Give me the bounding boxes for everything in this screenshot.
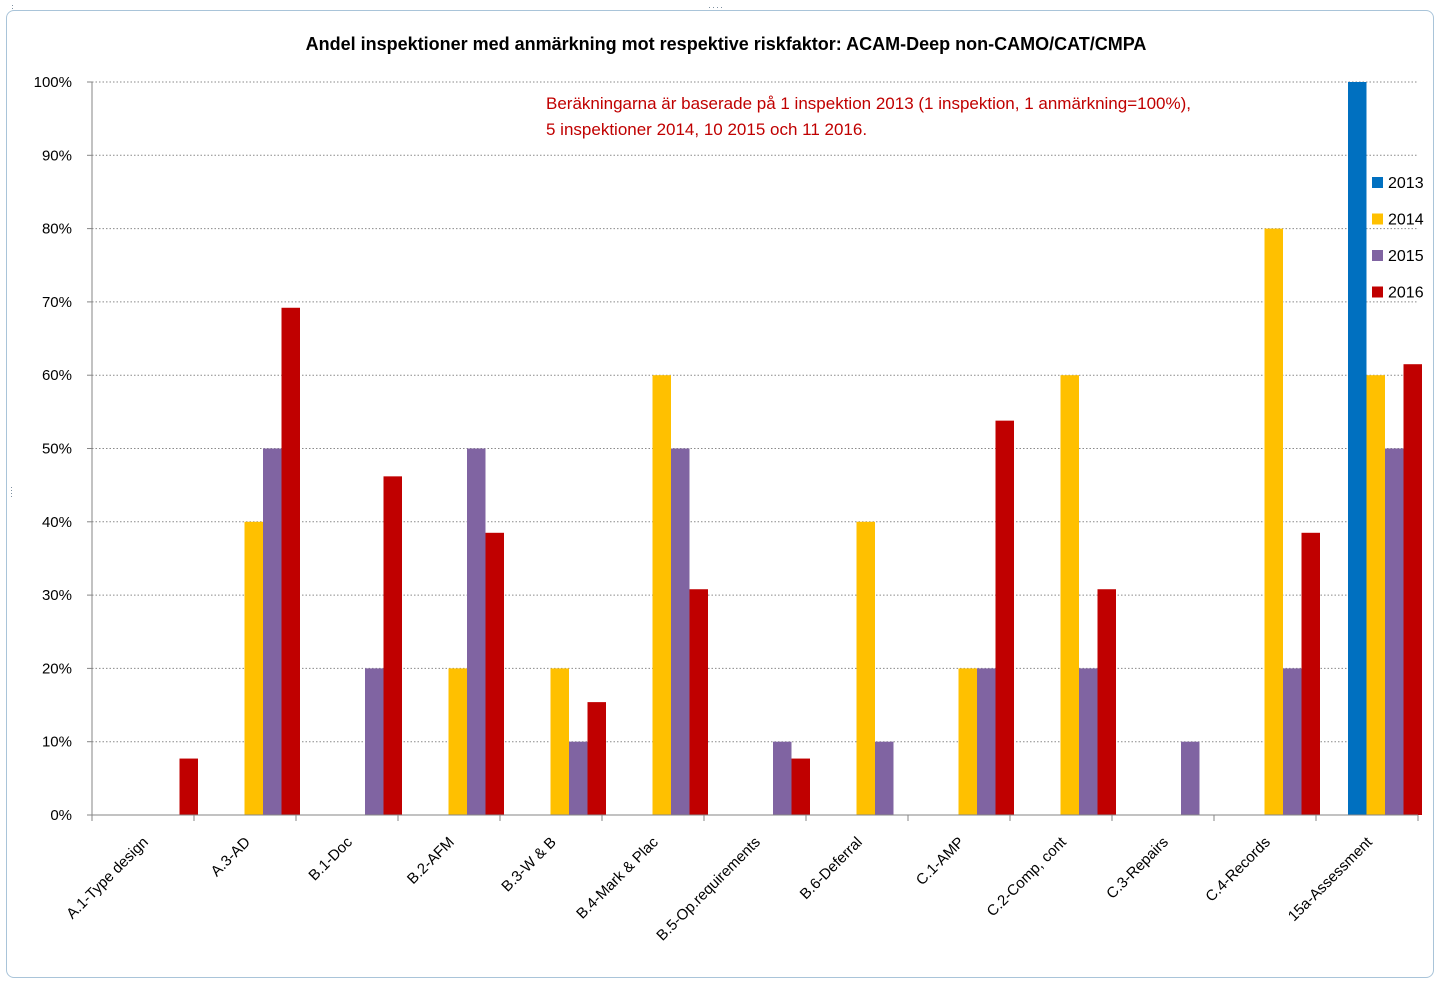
y-tick-label: 10% [42, 734, 72, 751]
legend-swatch-2014 [1372, 213, 1383, 225]
bar-2014 [1264, 228, 1283, 816]
x-category-label: C.3-Repairs [1103, 834, 1172, 903]
bar-2016 [689, 589, 708, 815]
y-tick-label: 0% [50, 807, 72, 824]
bar-2015 [1283, 668, 1302, 815]
y-axis: 0% 10% 20% 30% 40% 50% 60% 70% 80% 90% 100% [34, 74, 93, 824]
bar-2016 [995, 420, 1014, 815]
bar-2015 [569, 741, 588, 815]
x-category-label: B.6-Deferral [797, 834, 866, 903]
y-tick-label: 50% [42, 441, 72, 458]
bar-2016 [1403, 364, 1422, 815]
bar-2015 [875, 741, 894, 815]
bar-2015 [263, 448, 282, 815]
legend-swatch-2015 [1372, 250, 1383, 261]
bar-2014 [1366, 375, 1385, 815]
bar-2016 [1301, 532, 1320, 815]
bar-2014 [1060, 375, 1079, 815]
legend-swatch-2013 [1372, 177, 1383, 188]
bar-2016 [281, 307, 300, 815]
resize-handle-top[interactable]: ···· [708, 2, 724, 12]
bar-2014 [550, 668, 569, 815]
x-category-label: C.2-Comp, cont [984, 833, 1071, 920]
chart-frame [6, 10, 1434, 978]
x-category-label: C.4-Records [1202, 834, 1274, 906]
legend-label-2015: 2015 [1388, 248, 1424, 265]
resize-handle-left[interactable]: · · · · [10, 482, 13, 501]
y-tick-label: 30% [42, 587, 72, 604]
y-tick-label: 20% [42, 660, 72, 677]
bar-2014 [448, 668, 467, 815]
bar-2015 [365, 668, 384, 815]
bar-2015 [773, 741, 792, 815]
annotation-line-1: Beräkningarna är baserade på 1 inspektio… [546, 94, 1191, 113]
gridlines [92, 81, 1418, 743]
bar-2015 [1385, 448, 1404, 815]
bar-2016 [1097, 589, 1116, 815]
annotation-line-2: 5 inspektioner 2014, 10 2015 och 11 2016… [546, 120, 867, 139]
bar-2015 [467, 448, 486, 815]
bar-2014 [652, 375, 671, 815]
bar-2014 [244, 521, 263, 815]
legend-label-2014: 2014 [1388, 212, 1424, 229]
bar-2016 [791, 758, 810, 815]
bar-2015 [671, 448, 690, 815]
bar-2016 [179, 758, 198, 815]
bars [179, 82, 1422, 816]
bar-2014 [856, 521, 875, 815]
legend: 2013 2014 2015 2016 [1372, 175, 1424, 302]
y-tick-label: 80% [42, 221, 72, 238]
resize-handle-corner[interactable]: · · [11, 0, 14, 13]
y-tick-label: 100% [34, 74, 72, 91]
chart-title: Andel inspektioner med anmärkning mot re… [306, 34, 1147, 54]
x-category-label: B.2-AFM [404, 834, 458, 888]
x-category-label: B.1-Doc [305, 833, 356, 884]
y-tick-label: 60% [42, 367, 72, 384]
x-category-label: 15a-Assessment [1285, 833, 1377, 925]
bar-2016 [485, 532, 504, 815]
legend-label-2016: 2016 [1388, 285, 1424, 302]
x-category-label: B.4-Mark & Plac [573, 833, 662, 922]
bar-2015 [1181, 741, 1200, 815]
y-tick-label: 40% [42, 514, 72, 531]
x-category-label: C.1-AMP [913, 834, 968, 889]
bar-2015 [1079, 668, 1098, 815]
x-category-label: A.3-AD [208, 834, 254, 880]
x-category-label: B.3-W & B [498, 834, 560, 896]
legend-label-2013: 2013 [1388, 175, 1424, 192]
bar-2015 [977, 668, 996, 815]
bar-2016 [383, 476, 402, 815]
y-tick-label: 90% [42, 147, 72, 164]
bar-2013 [1348, 82, 1367, 815]
bar-2016 [587, 702, 606, 815]
x-category-label: A.1-Type design [63, 834, 152, 923]
bar-2014 [958, 668, 977, 815]
legend-swatch-2016 [1372, 286, 1383, 298]
x-axis: A.1-Type design A.3-AD B.1-Doc B.2-AFM B.3-W… [63, 814, 1419, 944]
x-category-label: B.5-Op.requirements [653, 834, 763, 944]
y-tick-label: 70% [42, 294, 72, 311]
